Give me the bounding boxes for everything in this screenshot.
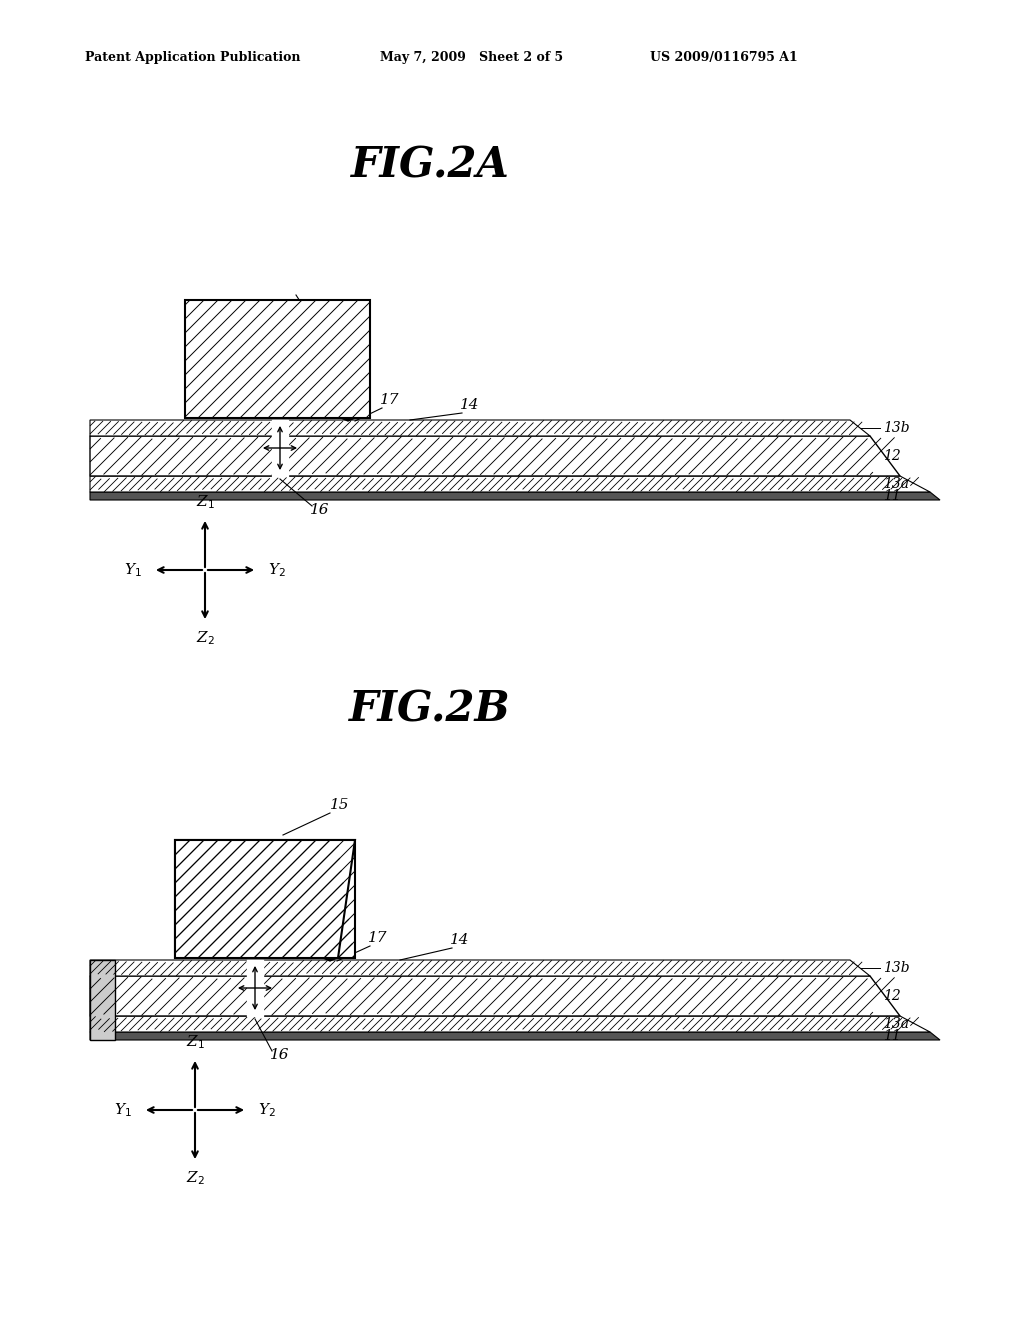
Text: Y$_1$: Y$_1$: [114, 1101, 132, 1119]
Text: 13a: 13a: [883, 1016, 909, 1031]
Bar: [175, 840, 355, 958]
Polygon shape: [90, 975, 900, 1016]
Text: 14: 14: [460, 399, 480, 412]
Text: Z$_2$: Z$_2$: [185, 1170, 205, 1187]
Text: 11: 11: [883, 1030, 901, 1043]
Text: 13a: 13a: [883, 477, 909, 491]
Text: Y$_2$: Y$_2$: [258, 1101, 275, 1119]
Text: 14: 14: [451, 933, 470, 946]
Text: 13b: 13b: [883, 421, 909, 436]
Polygon shape: [341, 418, 355, 421]
Text: 15: 15: [331, 799, 350, 812]
Polygon shape: [323, 958, 337, 961]
Polygon shape: [90, 436, 900, 477]
Text: Z$_1$: Z$_1$: [196, 494, 214, 511]
Polygon shape: [90, 1032, 940, 1040]
Polygon shape: [90, 492, 940, 500]
Text: Y$_1$: Y$_1$: [124, 561, 142, 579]
Text: 17: 17: [369, 931, 388, 945]
Text: Patent Application Publication: Patent Application Publication: [85, 51, 300, 65]
Bar: [185, 300, 370, 418]
Text: 16: 16: [310, 503, 330, 517]
Polygon shape: [90, 960, 870, 975]
Text: 15: 15: [340, 348, 359, 362]
Text: US 2009/0116795 A1: US 2009/0116795 A1: [650, 51, 798, 65]
Bar: [90, 960, 115, 1040]
Polygon shape: [90, 1016, 930, 1032]
Polygon shape: [90, 420, 870, 436]
Polygon shape: [90, 477, 930, 492]
Text: 13b: 13b: [883, 961, 909, 975]
Polygon shape: [175, 840, 355, 958]
Text: May 7, 2009   Sheet 2 of 5: May 7, 2009 Sheet 2 of 5: [380, 51, 563, 65]
Text: Z$_1$: Z$_1$: [185, 1034, 205, 1051]
Text: 12: 12: [883, 449, 901, 463]
Text: FIG.2B: FIG.2B: [349, 689, 511, 731]
Text: 16: 16: [270, 1048, 290, 1063]
Text: Z$_2$: Z$_2$: [196, 630, 214, 647]
Text: 12: 12: [883, 989, 901, 1003]
Text: FIG.2A: FIG.2A: [350, 144, 509, 186]
Text: 11: 11: [883, 488, 901, 503]
Text: 17: 17: [380, 393, 399, 407]
Text: Y$_2$: Y$_2$: [268, 561, 286, 579]
